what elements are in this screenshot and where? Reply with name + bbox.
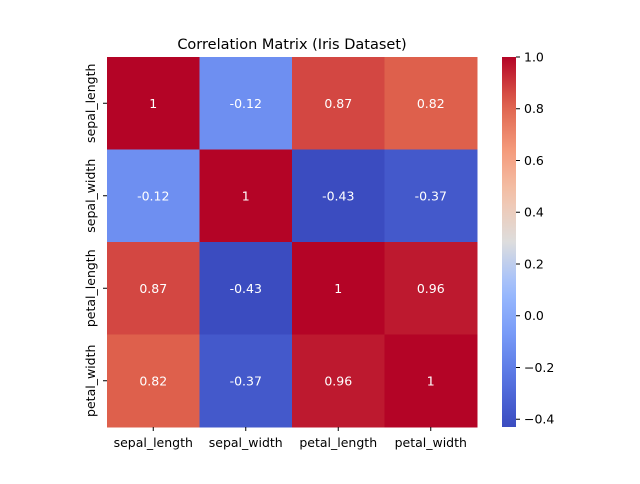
x-tick-label: petal_width bbox=[395, 435, 467, 450]
heatmap-cell bbox=[292, 149, 385, 243]
cell-annotation: 1 bbox=[149, 96, 157, 111]
colorbar-tick-label: 0.6 bbox=[524, 153, 544, 168]
cell-annotation: 0.96 bbox=[417, 281, 445, 296]
cell-annotation: 0.87 bbox=[139, 281, 167, 296]
cell-annotation: -0.37 bbox=[230, 373, 262, 388]
x-tick-label: sepal_width bbox=[209, 435, 283, 450]
cell-annotation: 1 bbox=[427, 373, 435, 388]
heatmap-cell bbox=[107, 334, 200, 428]
colorbar-tick-label: 0.0 bbox=[524, 308, 544, 323]
cell-annotation: -0.37 bbox=[415, 188, 447, 203]
heatmap-cell bbox=[107, 242, 200, 335]
chart-title: Correlation Matrix (Iris Dataset) bbox=[177, 37, 406, 53]
x-tick-label: sepal_length bbox=[114, 435, 193, 450]
cell-annotation: -0.43 bbox=[230, 281, 262, 296]
heatmap-cell bbox=[384, 149, 478, 243]
cell-annotation: 0.82 bbox=[417, 96, 445, 111]
heatmap-cell bbox=[292, 334, 385, 428]
cell-annotation: 1 bbox=[242, 188, 250, 203]
cell-annotation: 0.96 bbox=[324, 373, 352, 388]
heatmap-cell bbox=[199, 334, 293, 428]
cell-annotation: 1 bbox=[334, 281, 342, 296]
heatmap-cell bbox=[292, 57, 385, 150]
cell-annotation: -0.43 bbox=[322, 188, 354, 203]
y-tick-label: petal_width bbox=[83, 345, 98, 417]
heatmap-cell bbox=[292, 242, 385, 335]
y-tick-label: petal_length bbox=[83, 249, 98, 327]
heatmap-cell bbox=[107, 149, 200, 243]
colorbar-tick-label: −0.4 bbox=[524, 412, 554, 427]
colorbar-tick-label: −0.2 bbox=[524, 360, 554, 375]
cell-annotation: -0.12 bbox=[230, 96, 262, 111]
x-tick-label: petal_length bbox=[299, 435, 377, 450]
colorbar-tick-label: 0.2 bbox=[524, 256, 544, 271]
y-tick-label: sepal_width bbox=[83, 159, 98, 233]
colorbar-tick-label: 0.8 bbox=[524, 101, 544, 116]
y-tick-label: sepal_length bbox=[83, 64, 98, 143]
heatmap-cell bbox=[199, 149, 293, 243]
colorbar-tick-label: 0.4 bbox=[524, 205, 544, 220]
colorbar bbox=[502, 57, 516, 427]
colorbar-tick-label: 1.0 bbox=[524, 50, 544, 65]
cell-annotation: 0.82 bbox=[139, 373, 167, 388]
heatmap-cell bbox=[199, 57, 293, 150]
cell-annotation: 0.87 bbox=[324, 96, 352, 111]
heatmap-cell bbox=[384, 57, 478, 150]
heatmap-cell bbox=[107, 57, 200, 150]
heatmap-cell bbox=[384, 334, 478, 428]
cell-annotation: -0.12 bbox=[137, 188, 169, 203]
heatmap-cell bbox=[199, 242, 293, 335]
heatmap-cell bbox=[384, 242, 478, 335]
